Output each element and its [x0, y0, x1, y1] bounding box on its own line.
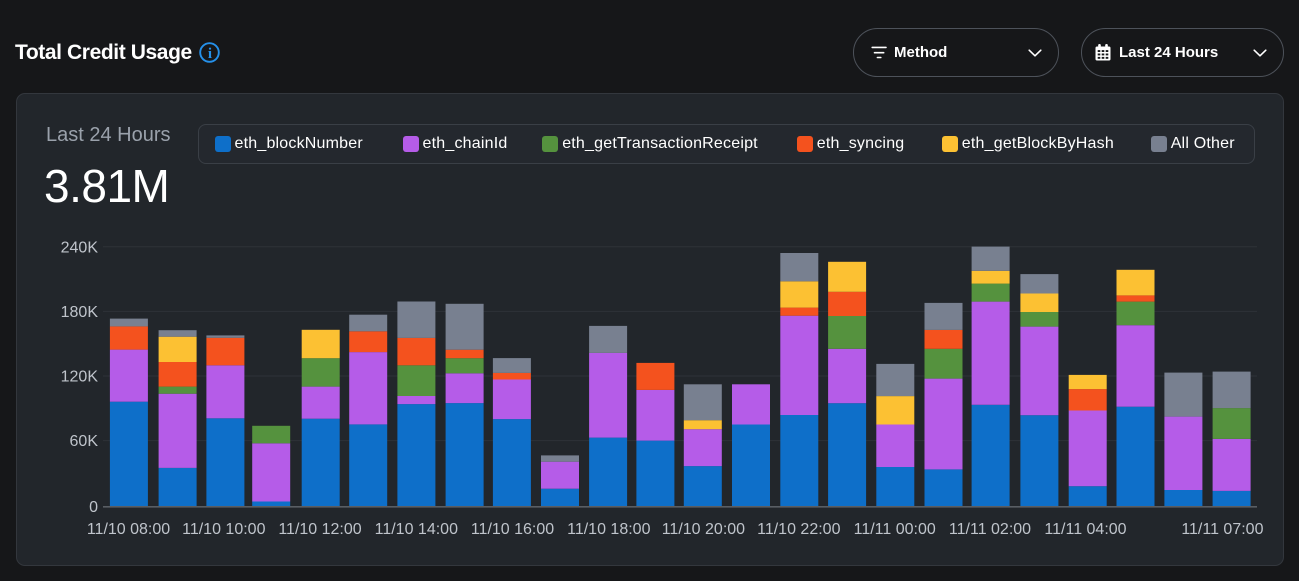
- svg-text:i: i: [208, 46, 212, 62]
- svg-text:0: 0: [89, 499, 98, 516]
- svg-text:11/10 12:00: 11/10 12:00: [278, 521, 361, 538]
- svg-text:11/11 07:00: 11/11 07:00: [1181, 521, 1263, 538]
- svg-text:11/10 18:00: 11/10 18:00: [567, 521, 650, 538]
- svg-text:240K: 240K: [61, 239, 99, 256]
- svg-text:11/10 08:00: 11/10 08:00: [87, 521, 170, 538]
- svg-text:11/10 20:00: 11/10 20:00: [662, 521, 745, 538]
- svg-text:11/10 22:00: 11/10 22:00: [757, 521, 840, 538]
- svg-text:11/11 02:00: 11/11 02:00: [949, 521, 1031, 538]
- svg-text:60K: 60K: [70, 433, 99, 450]
- svg-text:180K: 180K: [61, 304, 99, 321]
- svg-text:11/10 10:00: 11/10 10:00: [182, 521, 265, 538]
- svg-text:11/11 04:00: 11/11 04:00: [1044, 521, 1126, 538]
- svg-text:11/10 16:00: 11/10 16:00: [471, 521, 554, 538]
- svg-text:11/11 00:00: 11/11 00:00: [854, 521, 936, 538]
- svg-text:120K: 120K: [61, 369, 99, 386]
- svg-text:11/10 14:00: 11/10 14:00: [375, 521, 458, 538]
